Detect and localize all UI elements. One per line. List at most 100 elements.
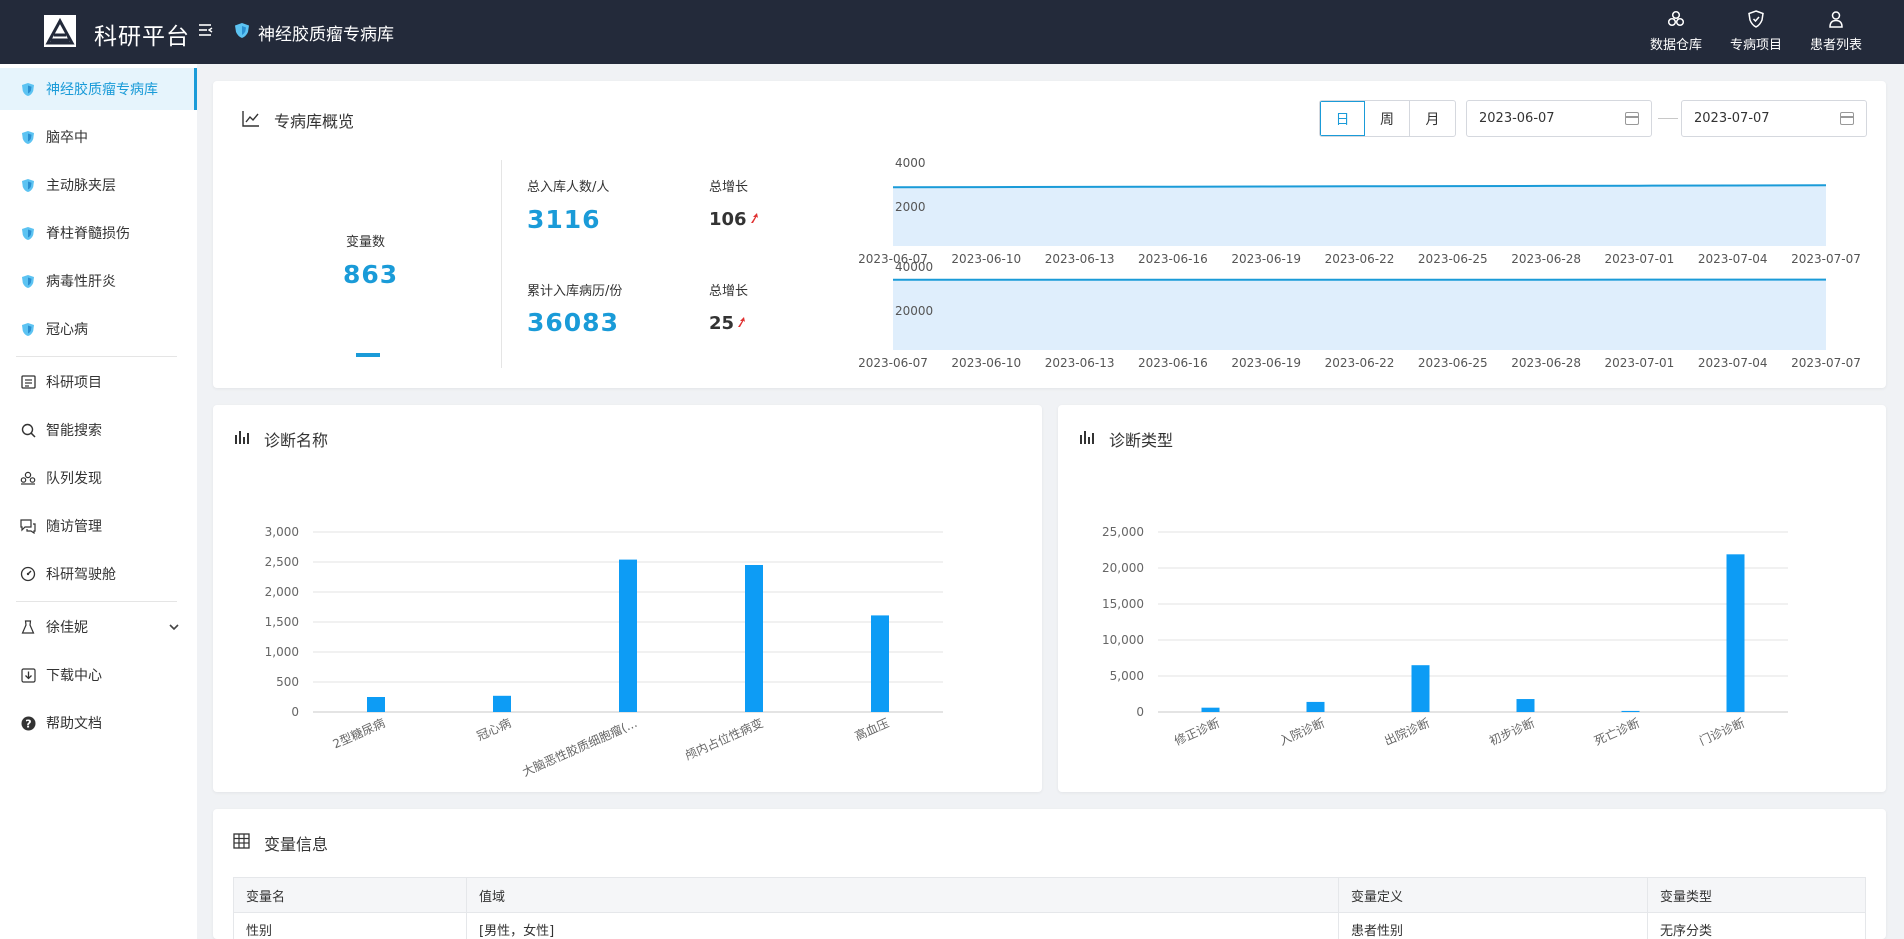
- diagnosis-name-chart: 0 500 1,000 1,500 2,000 2,500 3,000 2型糖尿病 冠心病 大脑恶…: [265, 525, 943, 779]
- nav-patient-list-label: 患者列表: [1809, 38, 1862, 53]
- x-tick-label: 2023-06-19: [1231, 356, 1301, 370]
- current-database-label: 神经胶质瘤专病库: [258, 25, 394, 45]
- sidebar-item-research-project[interactable]: 科研项目: [0, 361, 197, 403]
- sidebar-item-cohort-discovery[interactable]: 队列发现: [0, 457, 197, 499]
- x-tick-label: 2023-07-04: [1698, 252, 1768, 266]
- x-tick-label: 2023-07-07: [1791, 356, 1861, 370]
- bar: [1726, 554, 1745, 712]
- sidebar-item-coronary[interactable]: 冠心病: [0, 308, 197, 350]
- bar: [1621, 710, 1640, 712]
- shield-icon: [20, 273, 36, 289]
- sidebar-item-label: 队列发现: [46, 471, 102, 487]
- sidebar-item-aortic-dissection[interactable]: 主动脉夹层: [0, 164, 197, 206]
- column-header-variable-type[interactable]: 变量类型: [1647, 877, 1866, 913]
- x-tick-label: 2023-06-13: [1045, 252, 1115, 266]
- sidebar-item-label: 病毒性肝炎: [46, 274, 116, 290]
- y-tick-label: 1,500: [265, 615, 299, 629]
- sidebar-divider: [16, 356, 177, 357]
- y-tick-label: 1,000: [265, 645, 299, 659]
- sidebar-item-spinal-injury[interactable]: 脊柱脊髓损伤: [0, 212, 197, 254]
- x-tick-label: 2023-06-28: [1511, 356, 1581, 370]
- column-header-value-domain[interactable]: 值域: [466, 877, 1339, 913]
- sidebar-item-viral-hepatitis[interactable]: 病毒性肝炎: [0, 260, 197, 302]
- x-tick-label: 初步诊断: [1487, 715, 1537, 748]
- column-header-variable-name[interactable]: 变量名: [233, 877, 467, 913]
- bar: [1201, 707, 1220, 712]
- patients-growth-label: 总增长: [709, 180, 749, 195]
- records-growth-label: 总增长: [709, 284, 749, 299]
- diagnosis-type-title-label: 诊断类型: [1109, 431, 1174, 450]
- calendar-icon: [1840, 112, 1854, 125]
- y-tick-label: 20000: [895, 304, 933, 318]
- x-tick-label: 颅内占位性病变: [682, 715, 765, 763]
- search-icon: [20, 422, 36, 438]
- x-tick-label: 2023-06-22: [1325, 356, 1395, 370]
- shield-icon: [20, 129, 36, 145]
- y-tick-label: 40000: [895, 260, 933, 274]
- x-tick-label: 2023-06-22: [1325, 252, 1395, 266]
- diagnosis-type-card: [1058, 405, 1886, 792]
- x-tick-label: 大脑恶性胶质细胞瘤(...: [520, 715, 640, 779]
- bar: [745, 565, 763, 712]
- table-header-row: 变量名 值域 变量定义 变量类型: [233, 877, 1866, 913]
- x-tick-label: 2023-06-10: [951, 252, 1021, 266]
- sidebar-item-label: 下载中心: [46, 668, 102, 684]
- x-tick-label: 2型糖尿病: [330, 715, 387, 751]
- x-tick-label: 2023-07-01: [1605, 356, 1675, 370]
- x-tick-label: 冠心病: [474, 715, 513, 743]
- granularity-week-button[interactable]: 周: [1365, 101, 1410, 136]
- total-patients-label: 总入库人数/人: [527, 180, 610, 195]
- bar: [1411, 665, 1430, 712]
- nav-data-warehouse[interactable]: 数据仓库: [1650, 10, 1702, 53]
- sidebar-item-stroke[interactable]: 脑卒中: [0, 116, 197, 158]
- bar: [493, 695, 511, 712]
- calendar-icon: [1625, 112, 1639, 125]
- date-start-input[interactable]: 2023-06-07: [1466, 100, 1652, 137]
- app-logo[interactable]: [44, 15, 76, 47]
- bar: [367, 697, 385, 712]
- x-tick-label: 入院诊断: [1277, 715, 1327, 748]
- diagnosis-type-chart: 0 5,000 10,000 15,000 20,000 25,000 修正诊断 入院诊断 出院…: [1102, 525, 1788, 748]
- download-icon: [20, 667, 36, 683]
- records-growth-value: 25: [709, 313, 735, 334]
- sidebar-item-glioma[interactable]: 神经胶质瘤专病库: [0, 68, 197, 110]
- sidebar-item-label: 随访管理: [46, 519, 102, 535]
- date-end-input[interactable]: 2023-07-07: [1681, 100, 1867, 137]
- nav-disease-project[interactable]: 专病项目: [1730, 10, 1782, 53]
- nav-patient-list[interactable]: 患者列表: [1810, 10, 1862, 53]
- y-tick-label: 10,000: [1102, 633, 1144, 647]
- x-tick-label: 2023-06-07: [858, 252, 928, 266]
- sidebar-item-download-center[interactable]: 下载中心: [0, 654, 197, 696]
- x-tick-label: 2023-07-07: [1791, 252, 1861, 266]
- shield-icon: [234, 22, 250, 44]
- x-tick-label: 死亡诊断: [1592, 715, 1642, 748]
- granularity-month-button[interactable]: 月: [1425, 111, 1440, 128]
- x-tick-label: 2023-06-13: [1045, 356, 1115, 370]
- chevron-down-icon[interactable]: [169, 620, 179, 634]
- granularity-toggle: 日 周 月: [1319, 100, 1456, 137]
- x-tick-label: 2023-06-10: [951, 356, 1021, 370]
- sidebar-item-research-cockpit[interactable]: 科研驾驶舱: [0, 553, 197, 595]
- table-row[interactable]: 性别 [男性，女性] 患者性别 无序分类: [233, 912, 1866, 939]
- diagnosis-name-title-label: 诊断名称: [264, 431, 329, 450]
- date-end-value: 2023-07-07: [1694, 111, 1770, 126]
- cohort-icon: [20, 470, 36, 486]
- granularity-day-button[interactable]: 日: [1320, 101, 1365, 136]
- top-nav: 数据仓库 专病项目 患者列表: [1650, 10, 1862, 53]
- column-header-variable-definition[interactable]: 变量定义: [1338, 877, 1648, 913]
- sidebar-item-smart-search[interactable]: 智能搜索: [0, 409, 197, 451]
- sidebar-item-user[interactable]: 徐佳妮: [0, 606, 197, 648]
- current-database-title[interactable]: 神经胶质瘤专病库: [234, 20, 394, 45]
- dashboard-icon: [20, 566, 36, 582]
- records-trend-chart: 40000 20000 2023-06-07 2023-06-10 2023-06-13…: [858, 260, 1861, 370]
- sidebar-item-followup[interactable]: 随访管理: [0, 505, 197, 547]
- x-tick-label: 2023-06-25: [1418, 356, 1488, 370]
- up-arrow-icon: [736, 316, 747, 332]
- menu-collapse-icon[interactable]: [198, 20, 214, 42]
- shield-icon: [20, 321, 36, 337]
- table-cell: 患者性别: [1338, 912, 1648, 939]
- sidebar-item-label: 主动脉夹层: [46, 178, 116, 194]
- x-tick-label: 2023-07-01: [1605, 252, 1675, 266]
- sidebar-item-help-docs[interactable]: ? 帮助文档: [0, 702, 197, 744]
- shield-icon: [20, 177, 36, 193]
